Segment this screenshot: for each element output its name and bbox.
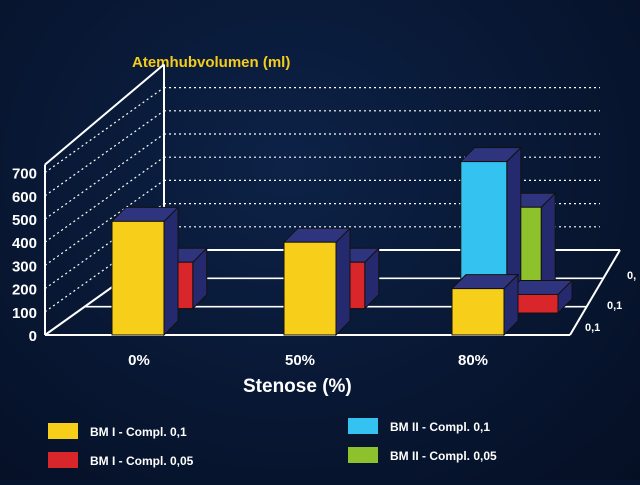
bar-bm-i-compl-0-1-80pct <box>450 273 520 337</box>
depth-label: 0,1 <box>585 322 600 334</box>
y-tick-label: 200 <box>12 282 37 299</box>
category-label: 80% <box>458 352 488 369</box>
legend-label: BM II - Compl. 0,1 <box>390 420 490 434</box>
left-wall-gridline <box>44 87 165 174</box>
legend-label: BM I - Compl. 0,05 <box>90 454 194 468</box>
depth-label: 0, <box>627 270 636 282</box>
legend: BM I - Compl. 0,1 BM I - Compl. 0,05 BM II… <box>48 418 497 468</box>
category-labels: 0% 50% 80% <box>128 352 488 369</box>
y-tick-label: 100 <box>12 305 37 322</box>
bar-side <box>163 206 179 337</box>
bar-front <box>111 220 165 336</box>
floor-right-edge <box>569 249 621 336</box>
depth-labels: 0,1 0,1 0, <box>585 270 636 334</box>
chart-title: Atemhubvolumen (ml) <box>132 54 290 71</box>
bar-bm-i-compl-0-05-80pct <box>504 279 574 315</box>
bar-bm-i-compl-0-1-50pct <box>282 226 352 337</box>
legend-label: BM II - Compl. 0,05 <box>390 449 497 463</box>
legend-swatch <box>48 423 78 439</box>
bar-front <box>283 241 337 336</box>
left-wall-gridline <box>44 110 165 197</box>
category-label: 50% <box>285 352 315 369</box>
y-tick-label: 600 <box>12 189 37 206</box>
bar-front <box>451 288 505 336</box>
x-axis-label: Stenose (%) <box>243 376 352 397</box>
y-tick-labels: 0 100 200 300 400 500 600 700 <box>12 166 37 345</box>
bar-side <box>335 226 351 337</box>
category-label: 0% <box>128 352 150 369</box>
y-tick-label: 0 <box>29 328 37 345</box>
left-wall-gridline <box>44 179 165 266</box>
legend-swatch <box>348 447 378 463</box>
y-tick-label: 700 <box>12 166 37 183</box>
depth-label: 0,1 <box>607 300 622 312</box>
legend-label: BM I - Compl. 0,1 <box>90 425 187 439</box>
bar-bm-i-compl-0-1-0pct <box>110 206 180 337</box>
y-tick-label: 400 <box>12 235 37 252</box>
legend-swatch <box>348 418 378 434</box>
left-wall-top-edge <box>44 63 165 166</box>
legend-swatch <box>48 452 78 468</box>
bars <box>110 146 574 337</box>
left-wall-gridline <box>44 156 165 243</box>
y-tick-label: 300 <box>12 258 37 275</box>
left-wall-gridline <box>44 133 165 220</box>
y-tick-label: 500 <box>12 212 37 229</box>
